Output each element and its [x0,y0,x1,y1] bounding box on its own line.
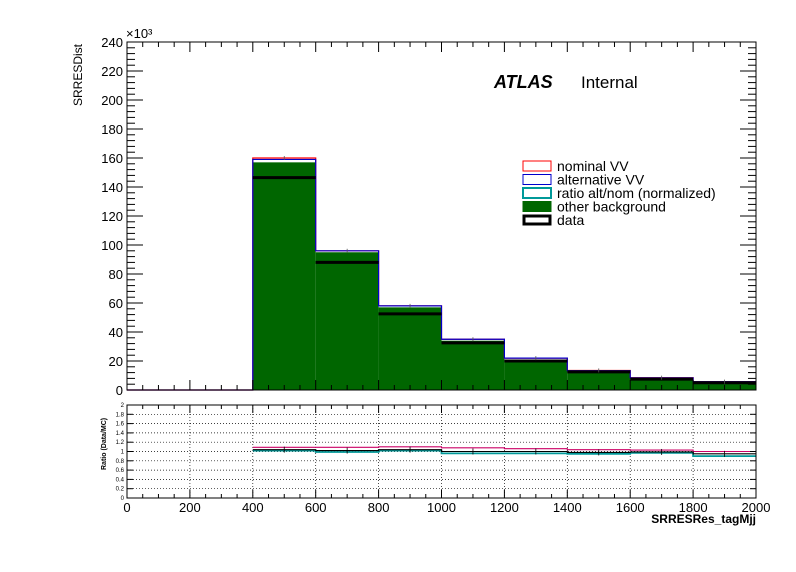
ratio-y-tick-label: 1.4 [116,431,125,437]
y-exponent-label: ×10³ [126,26,153,41]
main-y-tick-label: 0 [116,383,123,398]
ratio-panel: 0 0.2 0.4 0.6 0.8 1 1.2 1.4 1.6 1.8 2 0 200 400 600 80… [101,403,770,526]
x-tick-label: 800 [368,500,390,515]
bar-other-background-8 [630,378,694,390]
x-tick-label: 1800 [679,500,708,515]
legend-swatch-0 [522,160,552,172]
main-y-axis-title: SRRESDist [71,43,85,106]
main-y-tick-label: 200 [101,93,123,108]
x-tick-label: 400 [242,500,264,515]
x-tick-label: 1200 [490,500,519,515]
main-y-tick-label: 120 [101,209,123,224]
ratio-y-tick-label: 0 [121,496,125,502]
main-y-tick-label: 240 [101,35,123,50]
main-y-tick-label: 160 [101,151,123,166]
legend-swatch-1 [522,174,552,185]
ratio-y-tick-label: 0.8 [116,459,125,465]
main-y-tick-label: 20 [109,354,123,369]
ratio-y-tick-label: 1 [121,450,125,456]
legend-swatch-3 [522,201,552,212]
main-y-tick-label: 100 [101,238,123,253]
bar-other-background-2 [252,162,316,390]
ratio-y-tick-label: 0.4 [116,477,125,483]
x-tick-label: 600 [305,500,327,515]
main-y-tick-label: 180 [101,122,123,137]
legend-label: other background [557,199,666,215]
ratio-y-tick-label: 1.8 [116,412,125,418]
x-tick-label: 200 [179,500,201,515]
legend-label: data [557,212,584,228]
ratio-line-data [252,449,756,455]
x-tick-label: 1400 [553,500,582,515]
bar-other-background-6 [504,359,568,390]
x-tick-label: 1000 [427,500,456,515]
ratio-y-tick-label: 1.6 [116,422,125,428]
x-axis-title: SRRESRes_tagMjj [651,512,756,526]
ratio-line-ratio-alt-nom-normalized- [252,449,756,458]
main-bars [127,156,756,391]
main-y-tick-label: 40 [109,325,123,340]
ratio-y-tick-label: 0.2 [116,487,125,493]
legend-label: ratio alt/nom (normalized) [557,185,716,201]
status-label: Internal [581,73,638,92]
ratio-y-tick-label: 2 [121,403,125,409]
bar-other-background-3 [315,252,379,390]
ratio-x-ticks: 0 200 400 600 800 1000 1200 1400 1600 1800 2000 [123,405,770,515]
main-y-tick-label: 140 [101,180,123,195]
x-tick-label: 0 [123,500,130,515]
legend-swatch-2 [522,187,552,199]
ratio-y-ticks: 0 0.2 0.4 0.6 0.8 1 1.2 1.4 1.6 1.8 2 [116,403,756,502]
main-panel: 0 20 40 60 80 100 120 140 160 180 200 220 240 SRRESD… [71,26,757,398]
ratio-y-tick-label: 1.2 [116,440,125,446]
main-y-tick-label: 220 [101,64,123,79]
atlas-label: ATLAS [493,72,553,92]
x-tick-label: 2000 [742,500,771,515]
legend-label: alternative VV [557,172,645,188]
ratio-lines [252,446,756,458]
main-y-tick-label: 60 [109,296,123,311]
ratio-y-axis-title: Ratio (Data/MC) [101,418,108,470]
bar-other-background-4 [378,307,442,390]
legend-swatch-4 [522,214,552,226]
main-x-ticks [126,42,757,390]
main-y-tick-label: 80 [109,267,123,282]
bar-other-background-5 [441,340,505,390]
x-tick-label: 1600 [616,500,645,515]
main-y-ticks: 0 20 40 60 80 100 120 140 160 180 200 220 240 [101,35,756,398]
legend-label: nominal VV [557,158,629,174]
ratio-line-nominal-vv [252,446,756,453]
ratio-y-tick-label: 0.6 [116,468,125,474]
